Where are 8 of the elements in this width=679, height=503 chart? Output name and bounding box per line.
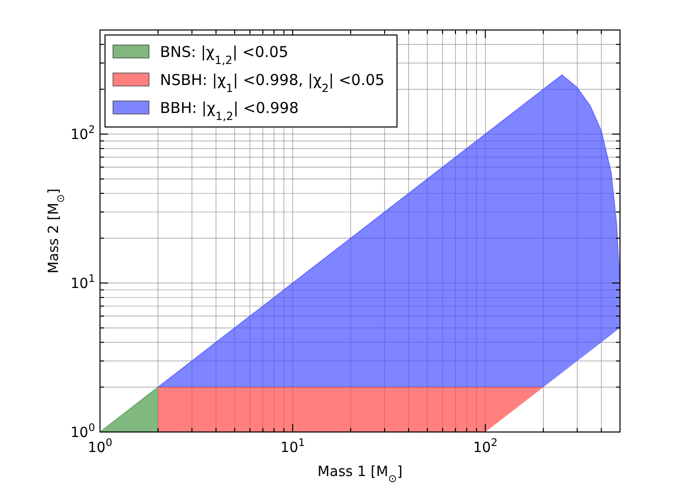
legend-label: NSBH: |χ$_{1}$| <0.998, |χ$_{2}$| <0.05 bbox=[160, 71, 385, 94]
legend-label: BBH: |χ$_{1,2}$| <0.998 bbox=[160, 99, 299, 122]
y-tick-label: 10$^{2}$ bbox=[70, 124, 95, 144]
x-axis-title: Mass 1 [M$_{⊙}$] bbox=[318, 464, 402, 485]
x-tick-label: 10$^{2}$ bbox=[473, 437, 498, 456]
y-tick-label: 10$^{1}$ bbox=[70, 273, 95, 292]
x-tick-label: 10$^{1}$ bbox=[280, 437, 305, 456]
legend-label: BNS: |χ$_{1,2}$| <0.05 bbox=[160, 43, 288, 66]
